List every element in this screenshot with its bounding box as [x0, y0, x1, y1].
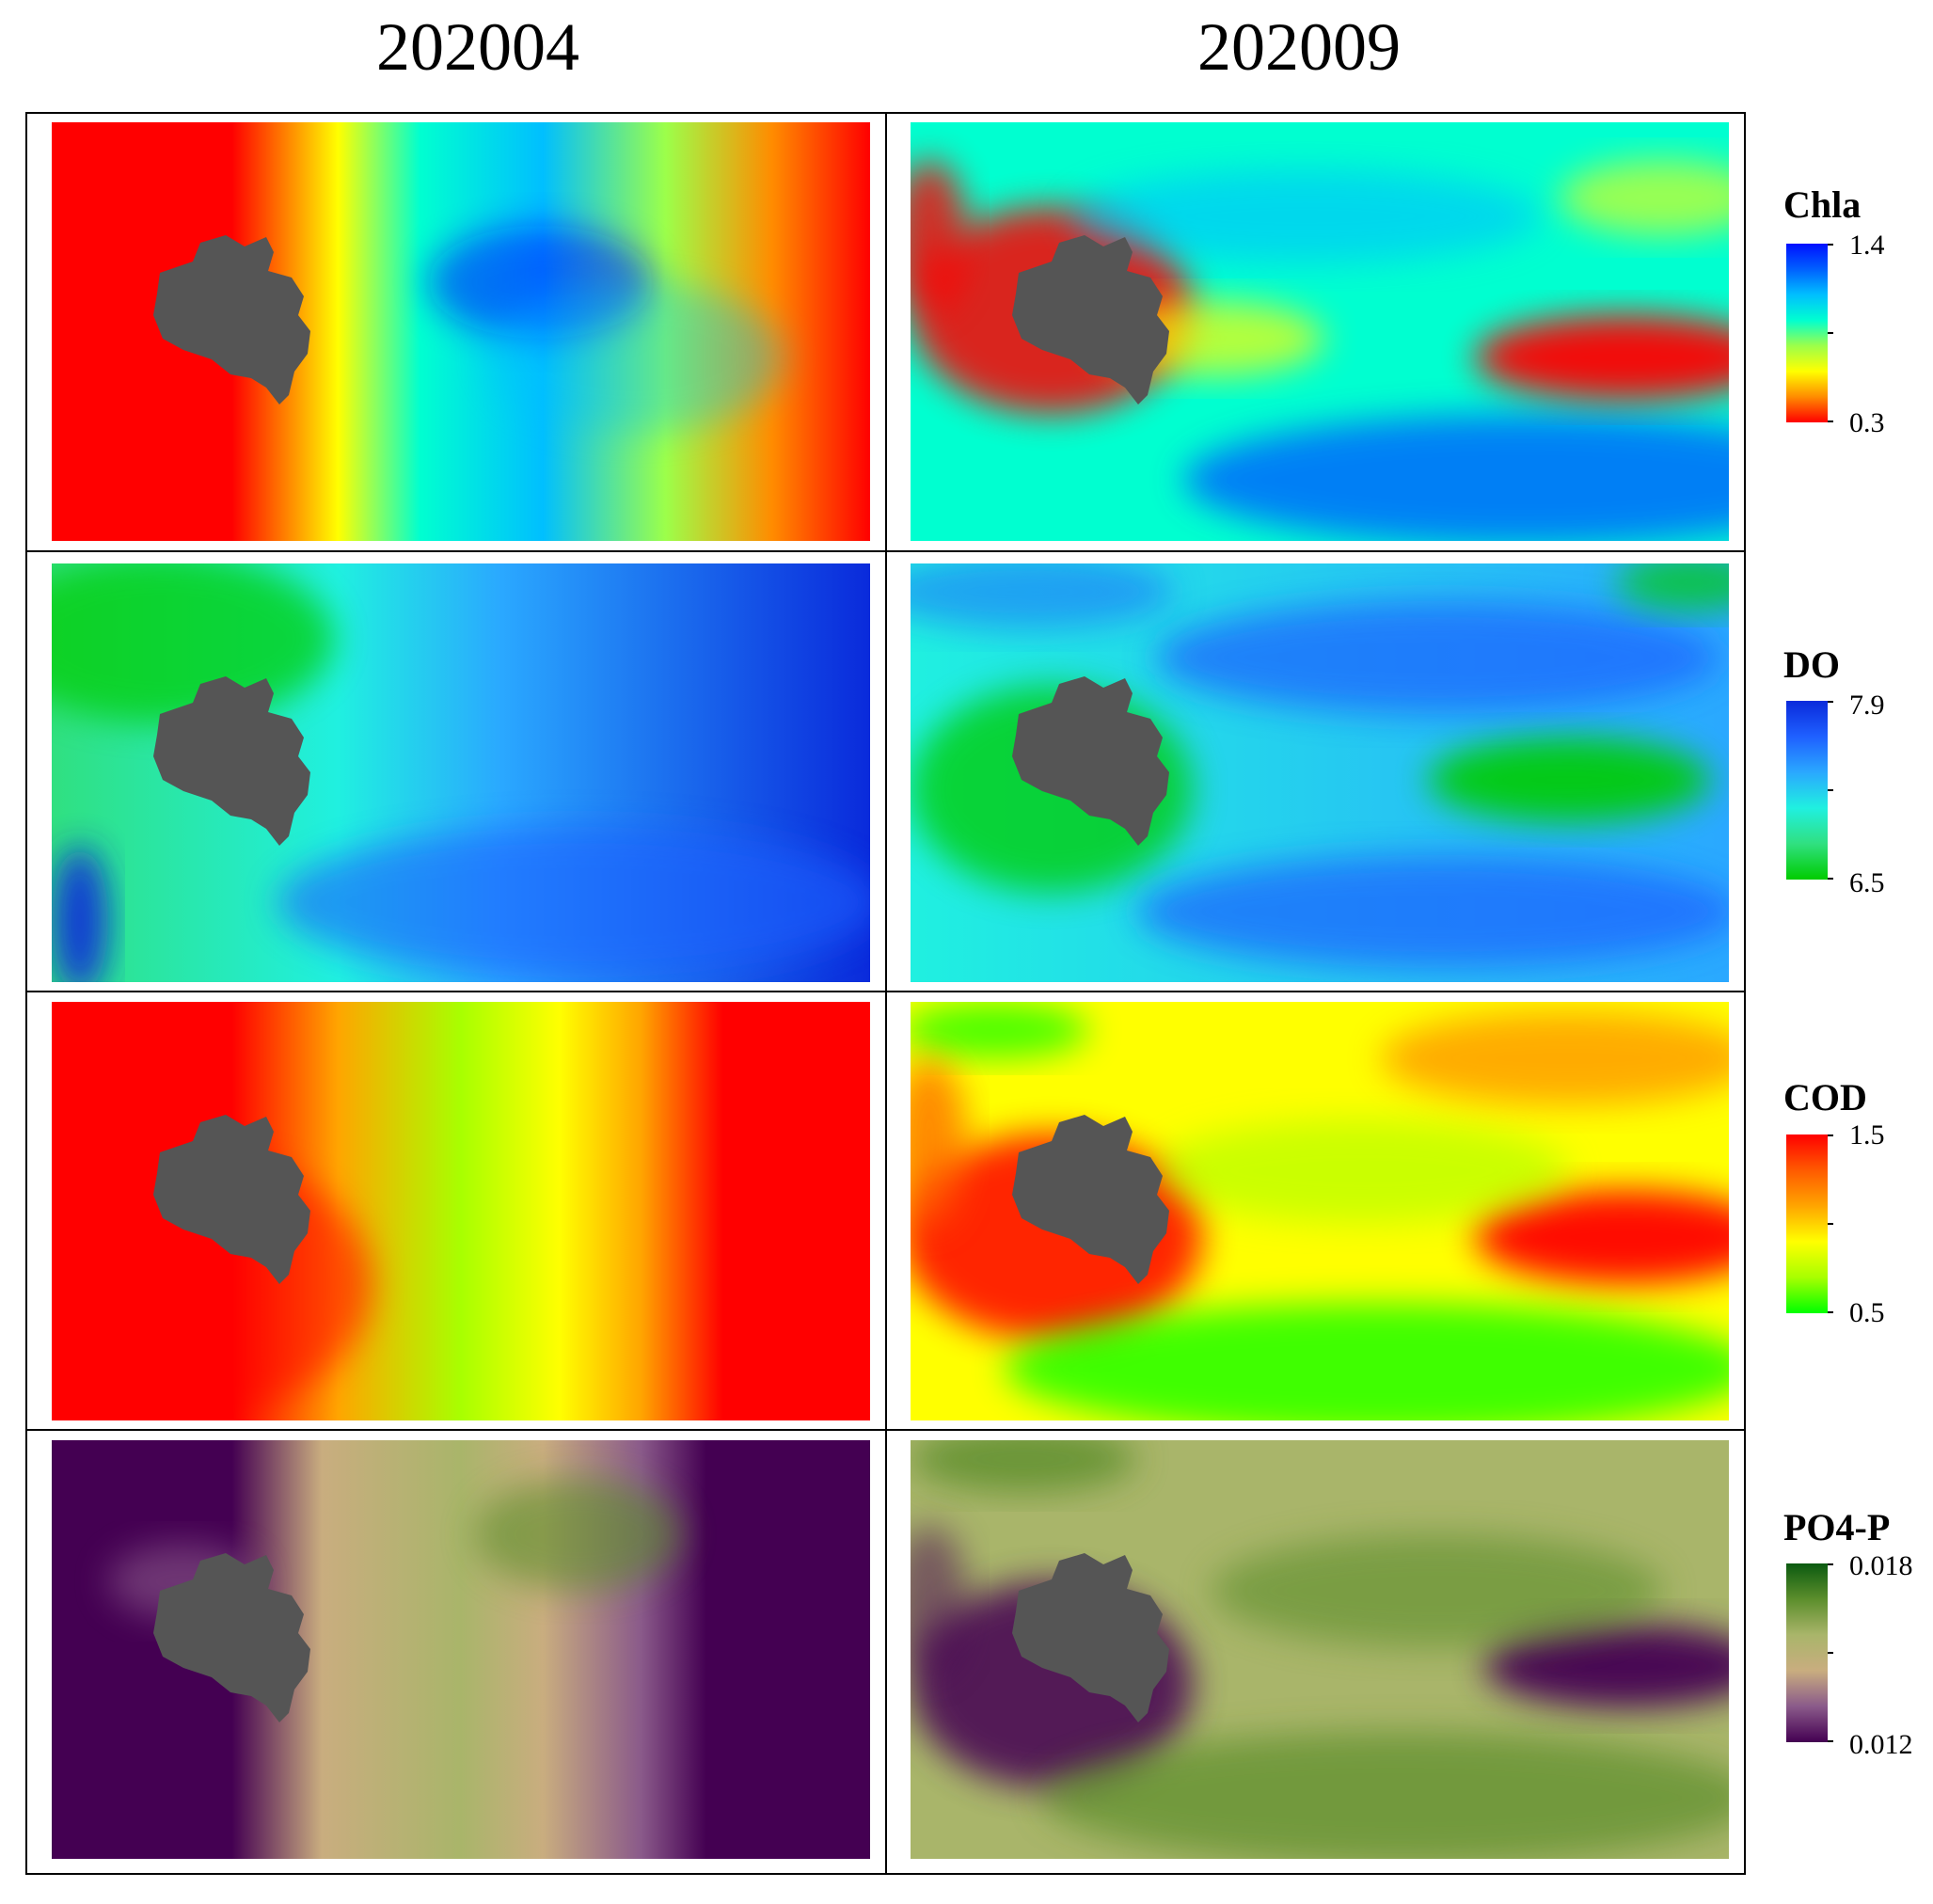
map-cod-202004: [52, 1002, 870, 1420]
legend-min-cod: 0.5: [1849, 1297, 1885, 1328]
legend-max-po4p: 0.018: [1849, 1550, 1913, 1581]
concentration-patch: [1042, 1732, 1729, 1859]
legend-min-po4p: 0.012: [1849, 1729, 1913, 1760]
concentration-patch: [911, 160, 967, 310]
concentration-patch: [1560, 160, 1729, 235]
island-mask: [1012, 1115, 1169, 1284]
island-mask: [153, 235, 310, 405]
concentration-patch: [1475, 1190, 1729, 1284]
legend-tick-po4p: [1828, 1740, 1833, 1742]
concentration-patch: [475, 1478, 682, 1591]
concentration-patch: [52, 846, 108, 982]
legend-tick-do: [1828, 878, 1833, 880]
concentration-patch: [1070, 169, 1541, 263]
concentration-patch: [1484, 1624, 1729, 1708]
legend-colorbar-po4p: [1786, 1563, 1828, 1742]
legend-tick-chla: [1828, 420, 1833, 422]
island-mask: [1012, 235, 1169, 405]
concentration-patch: [277, 827, 870, 977]
island-mask: [1012, 676, 1169, 846]
concentration-patch: [1381, 1011, 1729, 1105]
legend-min-do: 6.5: [1849, 867, 1885, 898]
island-mask: [1012, 1553, 1169, 1722]
legend-colorbar-do: [1786, 701, 1828, 880]
map-po4p-202004: [52, 1440, 870, 1859]
concentration-patch: [911, 563, 1174, 629]
legend-min-chla: 0.3: [1849, 407, 1885, 438]
concentration-patch: [1005, 1303, 1729, 1420]
legend-max-do: 7.9: [1849, 690, 1885, 721]
map-do-202009: [911, 563, 1729, 982]
row-divider-1: [25, 550, 1746, 552]
legend-tick-chla: [1828, 244, 1833, 246]
concentration-patch: [1155, 1119, 1569, 1223]
concentration-patch: [1183, 414, 1729, 541]
legend-colorbar-cod: [1786, 1134, 1828, 1313]
concentration-patch: [911, 1002, 1089, 1058]
legend-tick-cod: [1828, 1134, 1833, 1136]
map-do-202004: [52, 563, 870, 982]
column-divider: [885, 112, 887, 1875]
legend-tick-cod: [1828, 1223, 1833, 1225]
concentration-patch: [484, 282, 785, 433]
concentration-patch: [1428, 738, 1710, 822]
map-po4p-202009: [911, 1440, 1729, 1859]
legend-colorbar-chla: [1786, 244, 1828, 422]
column-title-202009: 202009: [1197, 9, 1401, 85]
legend-tick-do: [1828, 789, 1833, 791]
legend-title-chla: Chla: [1783, 183, 1862, 226]
concentration-patch: [1616, 563, 1729, 611]
map-cod-202009: [911, 1002, 1729, 1420]
legend-title-do: DO: [1783, 643, 1840, 686]
row-divider-2: [25, 991, 1746, 992]
legend-tick-cod: [1828, 1311, 1833, 1313]
concentration-patch: [911, 1058, 967, 1228]
row-divider-3: [25, 1429, 1746, 1431]
legend-tick-chla: [1828, 332, 1833, 334]
concentration-patch: [1212, 1534, 1663, 1647]
legend-title-cod: COD: [1783, 1076, 1867, 1119]
legend-max-cod: 1.5: [1849, 1119, 1885, 1150]
legend-tick-do: [1828, 701, 1833, 703]
concentration-patch: [1155, 601, 1719, 714]
map-chla-202004: [52, 122, 870, 541]
island-mask: [153, 676, 310, 846]
legend-title-po4p: PO4-P: [1783, 1506, 1891, 1548]
concentration-patch: [911, 1525, 967, 1675]
legend-max-chla: 1.4: [1849, 230, 1885, 261]
map-chla-202009: [911, 122, 1729, 541]
island-mask: [153, 1115, 310, 1284]
concentration-patch: [1136, 855, 1729, 968]
concentration-patch: [1475, 315, 1729, 400]
legend-tick-po4p: [1828, 1652, 1833, 1654]
island-mask: [153, 1553, 310, 1722]
concentration-patch: [911, 1440, 1136, 1492]
legend-tick-po4p: [1828, 1563, 1833, 1565]
column-title-202004: 202004: [376, 9, 579, 85]
